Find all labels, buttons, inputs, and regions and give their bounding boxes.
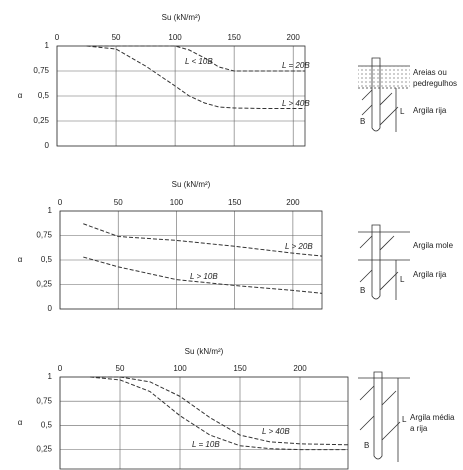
series-label: L = 10B [192,440,220,449]
series-label: L > 10B [190,272,218,281]
pile-diagram [358,371,410,462]
x-tick-label: 200 [287,33,301,42]
x-tick-label: 0 [58,364,63,373]
series-label: L > 20B [285,242,313,251]
x-tick-label: 100 [168,33,182,42]
diagram-label: B [360,286,365,295]
data-line [86,45,305,109]
x-axis-title: Su (kN/m²) [172,180,211,189]
x-axis-title: Su (kN/m²) [185,347,224,356]
diagram-label: pedregulhos [413,79,457,88]
x-tick-label: 50 [114,198,123,207]
y-axis-title: α [18,418,23,427]
y-tick-label: 0,5 [41,255,53,264]
x-tick-label: 50 [112,33,121,42]
data-line [86,45,305,72]
x-tick-label: 100 [170,198,184,207]
x-tick-label: 150 [228,198,242,207]
diagram-label: a rija [410,424,428,433]
x-tick-label: 0 [58,198,63,207]
x-tick-label: 200 [293,364,307,373]
diagram-label: Argila média [410,413,455,422]
y-tick-label: 0 [45,141,50,150]
diagram-label: Argila rija [413,106,447,115]
y-tick-label: 0,75 [36,231,52,240]
diagram-label: L [402,415,407,424]
data-line [83,256,323,294]
y-tick-label: 0,75 [36,396,52,405]
y-tick-label: 1 [45,41,50,50]
series-label: L < 10B [185,57,213,66]
diagram-label: L [400,107,405,116]
series-label: L > 40B [262,427,290,436]
plot-frame [59,210,323,310]
y-axis-title: α [18,255,23,264]
y-tick-label: 0,25 [36,280,52,289]
series-label: L > 40B [282,99,310,108]
data-line [89,376,348,451]
diagram-label: B [360,117,365,126]
x-tick-label: 150 [233,364,247,373]
y-tick-label: 0 [48,304,53,313]
y-tick-label: 0,5 [38,91,50,100]
y-tick-label: 0,75 [33,66,49,75]
x-tick-label: 50 [116,364,125,373]
pile-diagram [358,224,410,300]
x-tick-label: 100 [173,364,187,373]
x-axis-title: Su (kN/m²) [162,13,201,22]
diagram-label: Argila mole [413,241,454,250]
data-line [90,376,349,446]
diagram-label: Argila rija [413,270,447,279]
y-tick-label: 1 [48,206,53,215]
pile-diagram [358,57,410,132]
data-line [83,223,323,257]
plot-frame [59,376,349,470]
x-tick-label: 0 [55,33,60,42]
y-tick-label: 0,25 [33,116,49,125]
diagram-label: L [400,275,405,284]
x-tick-label: 200 [286,198,300,207]
annotation: L = 20B [282,61,310,70]
diagram-label: B [364,441,369,450]
y-tick-label: 0,25 [36,445,52,454]
x-tick-label: 150 [227,33,241,42]
y-tick-label: 0,5 [41,421,53,430]
y-tick-label: 1 [48,372,53,381]
plot-frame [56,45,306,147]
diagram-label: Areias ou [413,68,447,77]
y-axis-title: α [18,91,23,100]
